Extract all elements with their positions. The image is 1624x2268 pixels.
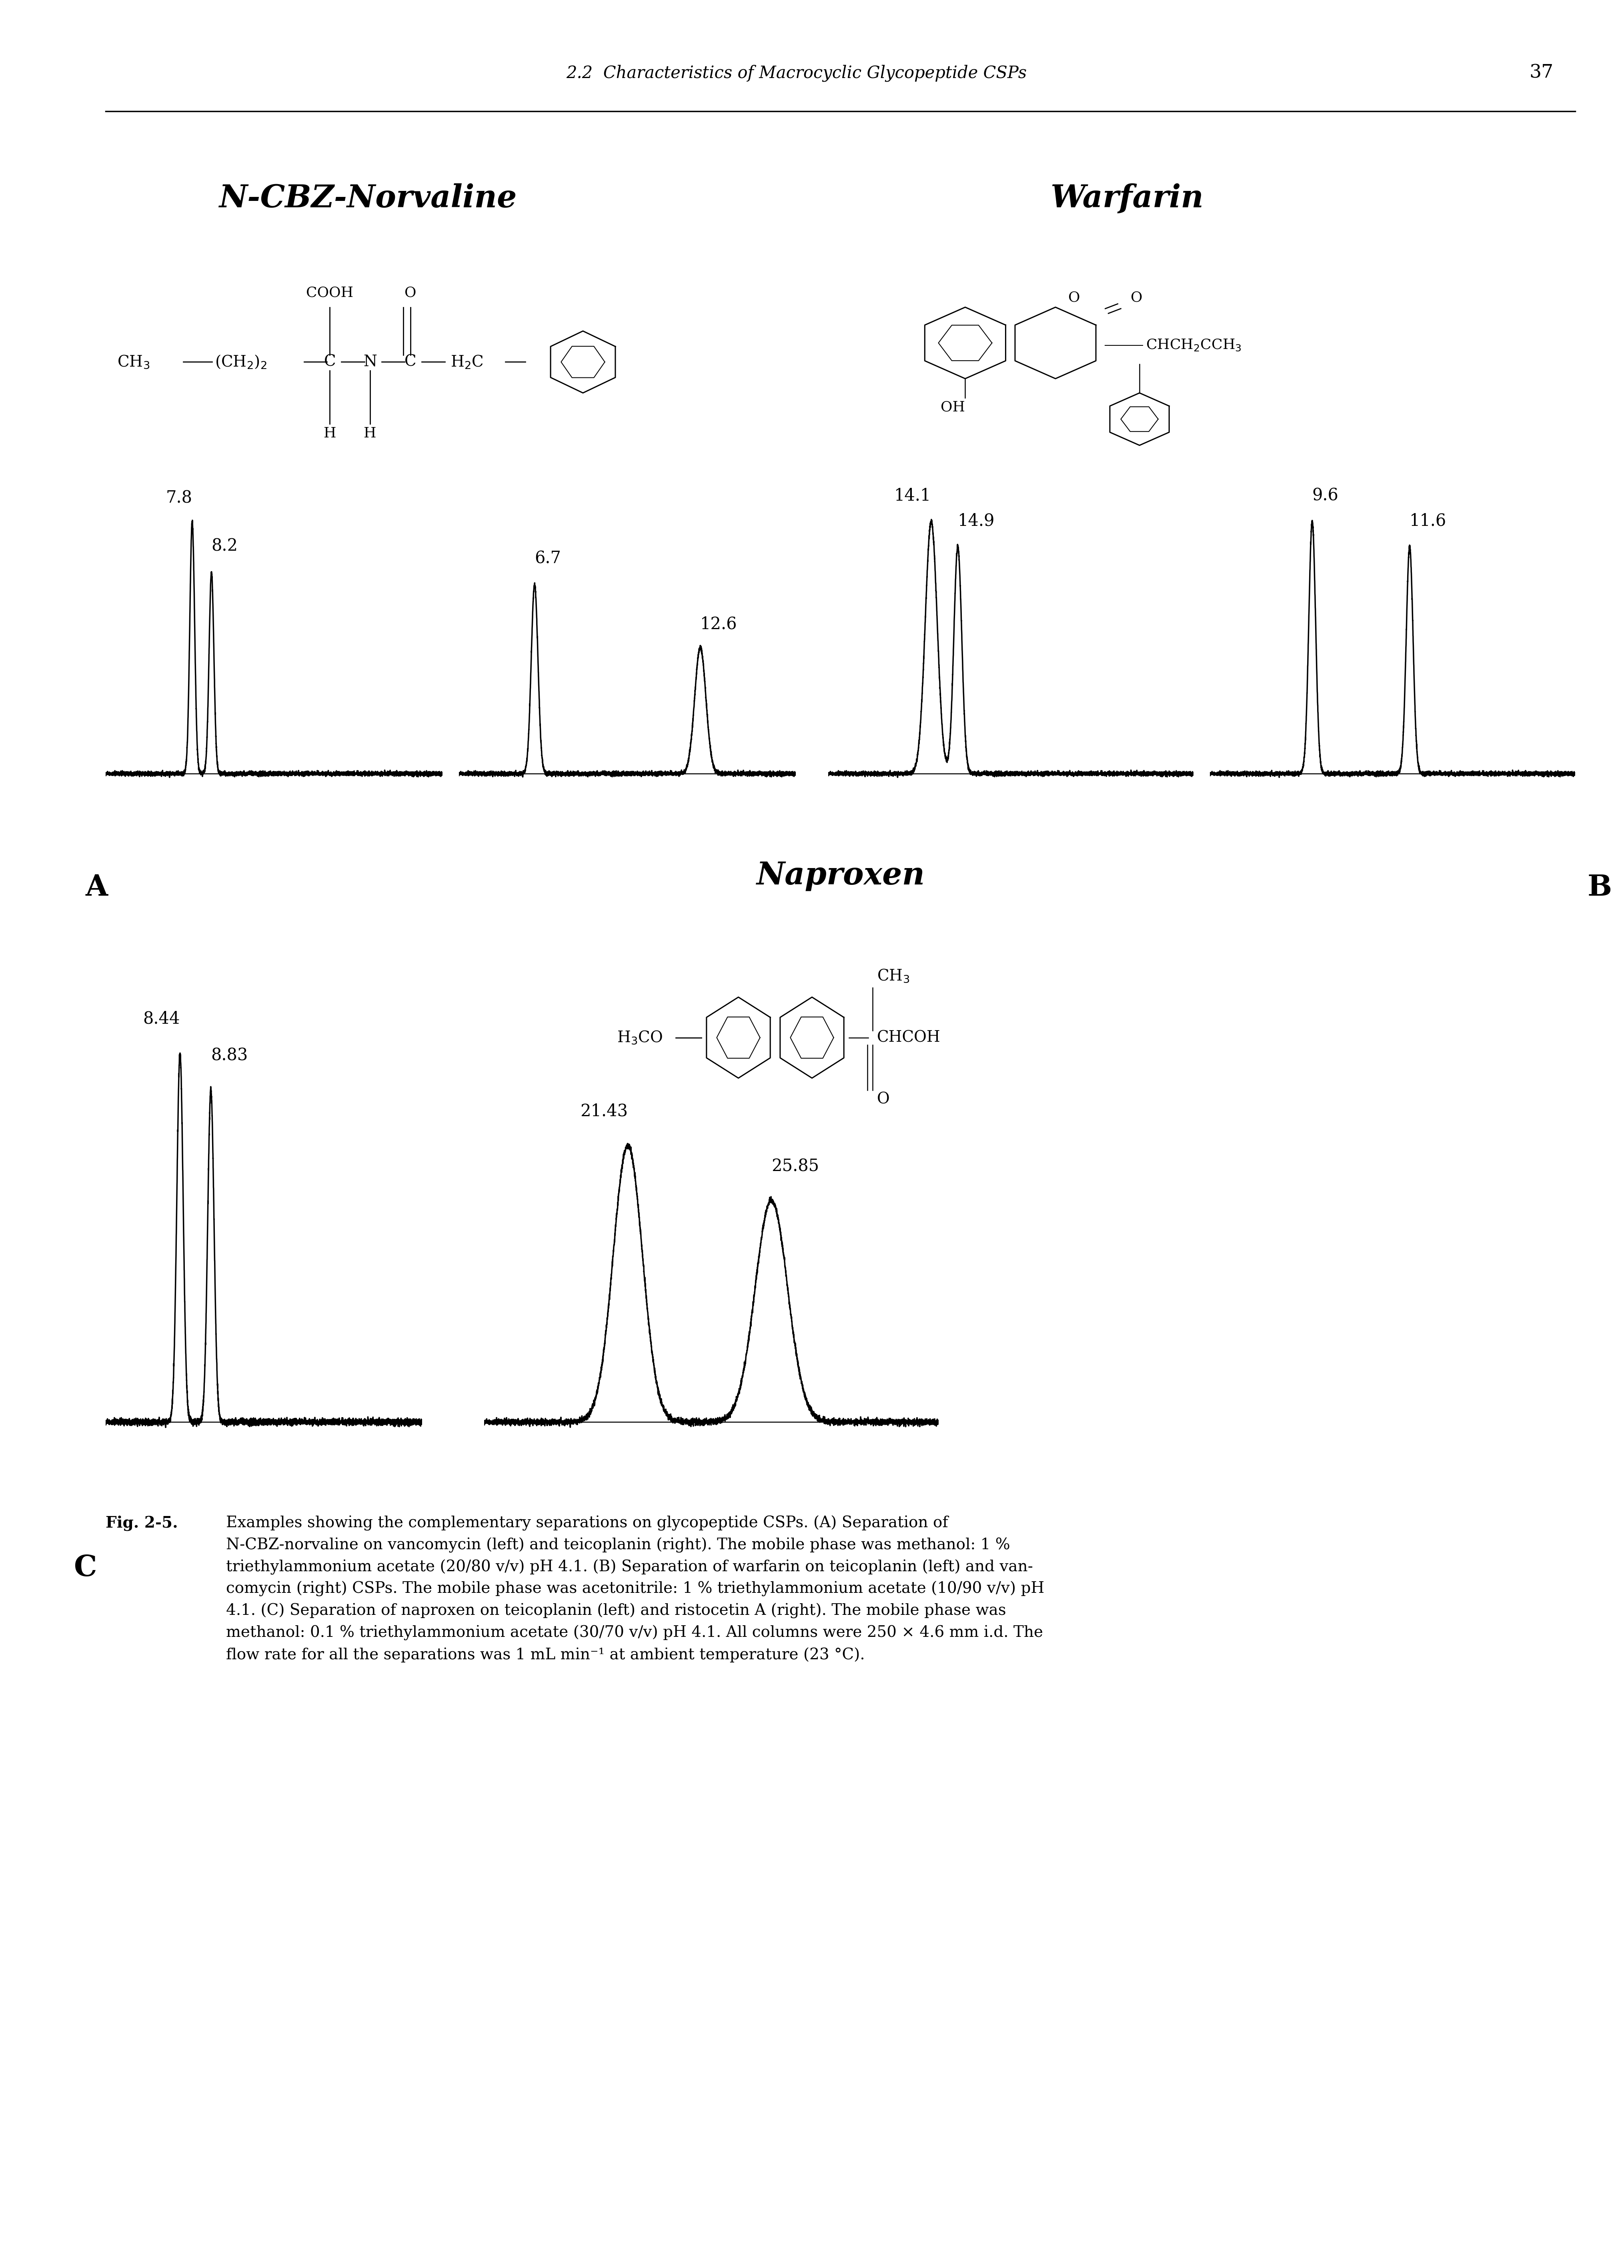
Text: O: O — [1130, 290, 1142, 304]
Text: Examples showing the complementary separations on glycopeptide CSPs. (A) Separat: Examples showing the complementary separ… — [226, 1515, 1044, 1662]
Text: C: C — [323, 354, 336, 370]
Text: 9.6: 9.6 — [1312, 488, 1338, 503]
Text: N-CBZ-Norvaline: N-CBZ-Norvaline — [219, 184, 516, 213]
Text: 14.9: 14.9 — [958, 513, 996, 528]
Text: 14.1: 14.1 — [895, 488, 931, 503]
Text: B: B — [1587, 873, 1611, 903]
Text: 7.8: 7.8 — [166, 490, 192, 506]
Text: 21.43: 21.43 — [580, 1102, 628, 1120]
Text: (CH$_2$)$_2$: (CH$_2$)$_2$ — [214, 354, 266, 370]
Text: C: C — [73, 1554, 97, 1583]
Text: 8.44: 8.44 — [143, 1009, 180, 1027]
Text: CHCOH: CHCOH — [877, 1030, 940, 1046]
Text: 25.85: 25.85 — [771, 1159, 818, 1175]
Text: H: H — [323, 426, 336, 440]
Text: COOH: COOH — [307, 286, 354, 299]
Text: Fig. 2-5.: Fig. 2-5. — [106, 1515, 177, 1531]
Text: O: O — [404, 286, 416, 299]
Text: A: A — [86, 873, 107, 903]
Text: 6.7: 6.7 — [534, 551, 560, 567]
Text: O: O — [1069, 290, 1080, 304]
Text: C: C — [404, 354, 416, 370]
Text: CH$_3$: CH$_3$ — [117, 354, 149, 370]
Text: OH: OH — [940, 401, 965, 415]
Text: 8.2: 8.2 — [211, 538, 239, 553]
Text: 37: 37 — [1530, 64, 1553, 82]
Text: O: O — [877, 1093, 890, 1107]
Text: 12.6: 12.6 — [700, 615, 737, 633]
Text: Warfarin: Warfarin — [1051, 184, 1203, 213]
Text: N: N — [364, 354, 377, 370]
Text: H$_3$CO: H$_3$CO — [617, 1030, 663, 1046]
Text: 11.6: 11.6 — [1410, 513, 1447, 528]
Text: CH$_3$: CH$_3$ — [877, 968, 909, 984]
Text: 8.83: 8.83 — [211, 1048, 248, 1064]
Text: Naproxen: Naproxen — [757, 860, 924, 891]
Text: H$_2$C: H$_2$C — [450, 354, 484, 370]
Text: CHCH$_2$CCH$_3$: CHCH$_2$CCH$_3$ — [1145, 338, 1241, 352]
Text: 2.2  Characteristics of Macrocyclic Glycopeptide CSPs: 2.2 Characteristics of Macrocyclic Glyco… — [567, 66, 1026, 82]
Text: H: H — [364, 426, 377, 440]
